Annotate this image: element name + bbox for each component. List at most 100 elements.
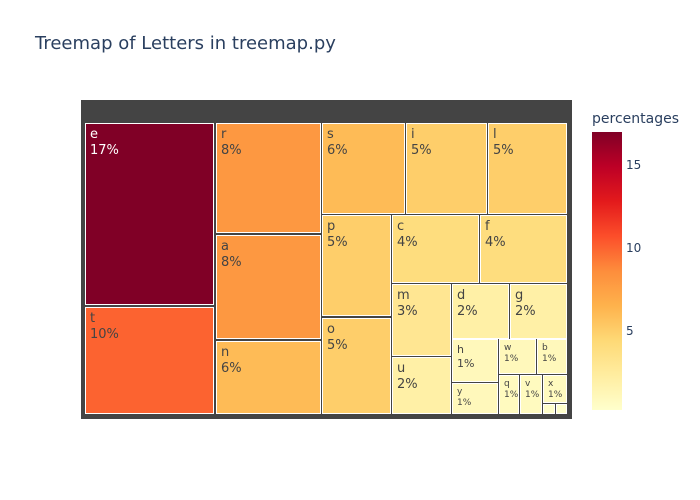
treemap-tile-w[interactable]: w 1% <box>499 339 536 374</box>
tile-letter: f <box>485 219 490 234</box>
tile-label: a 8% <box>221 239 242 272</box>
colorbar-tick-label: 10 <box>626 240 642 255</box>
tile-letter: w <box>504 343 512 353</box>
colorbar-title: percentages <box>592 111 679 127</box>
tile-letter: c <box>397 219 405 234</box>
tile-letter: x <box>548 379 554 389</box>
tile-percent: 1% <box>504 354 519 365</box>
treemap-tile-g[interactable]: g 2% <box>510 284 567 339</box>
tile-letter: h <box>457 343 464 356</box>
treemap-tile-u[interactable]: u 2% <box>392 357 451 414</box>
tile-percent: 6% <box>327 143 348 159</box>
tile-letter: e <box>90 127 98 142</box>
treemap-tile-b[interactable]: b 1% <box>537 339 567 374</box>
tile-letter: o <box>327 322 335 337</box>
tile-letter: r <box>221 127 227 142</box>
treemap-tile-i[interactable]: i 5% <box>406 123 487 214</box>
treemap-tile-e[interactable]: e 17% <box>85 123 214 305</box>
treemap-tile-s[interactable]: s 6% <box>322 123 405 214</box>
tile-label: y 1% <box>457 387 471 410</box>
tile-label: q 1% <box>504 379 518 402</box>
tile-percent: 5% <box>493 143 514 159</box>
tile-label: n 6% <box>221 345 242 378</box>
tile-letter: u <box>397 361 406 376</box>
tile-letter: l <box>493 127 497 142</box>
tile-percent: 1% <box>548 390 563 401</box>
treemap-tile-m[interactable]: m 3% <box>392 284 451 356</box>
tile-percent: 3% <box>397 304 418 320</box>
treemap-tile-f[interactable]: f 4% <box>480 215 567 283</box>
tile-percent: 1% <box>525 390 540 401</box>
tile-letter: g <box>515 288 524 303</box>
treemap-tile-p[interactable]: p 5% <box>322 215 391 316</box>
treemap-tile-d[interactable]: d 2% <box>452 284 509 339</box>
tile-label: w 1% <box>504 343 518 366</box>
tile-percent: 8% <box>221 255 242 271</box>
tile-label: h 1% <box>457 343 474 371</box>
treemap-tile-n[interactable]: n 6% <box>216 341 321 414</box>
tile-percent: 5% <box>327 235 348 251</box>
tile-percent: 2% <box>515 304 536 320</box>
treemap-tile-q[interactable]: q 1% <box>499 375 519 414</box>
tile-percent: 1% <box>457 398 472 409</box>
tile-label: r 8% <box>221 127 242 160</box>
tile-label: v 1% <box>525 379 539 402</box>
colorbar-gradient <box>592 132 622 410</box>
treemap-tile-h[interactable]: h 1% <box>452 339 498 382</box>
treemap-tile-o[interactable]: o 5% <box>322 318 391 414</box>
tile-percent: 5% <box>327 338 348 354</box>
treemap-tile-c[interactable]: c 4% <box>392 215 479 283</box>
tile-label: t 10% <box>90 311 119 344</box>
tile-label: x 1% <box>548 379 562 402</box>
tile-letter: b <box>542 343 548 353</box>
treemap-tile-x[interactable]: x 1% <box>543 375 567 403</box>
tile-letter: i <box>411 127 415 142</box>
treemap-tile-t[interactable]: t 10% <box>85 307 214 414</box>
treemap-tile-y[interactable]: y 1% <box>452 383 498 414</box>
tile-letter: s <box>327 127 334 142</box>
tile-percent: 4% <box>397 235 418 251</box>
tile-letter: n <box>221 345 230 360</box>
tile-label: l 5% <box>493 127 514 160</box>
treemap-tile-unlabeled[interactable] <box>556 404 567 414</box>
treemap-root: e 17% t 10% r 8% a 8% n 6% s 6% i 5% l 5% p 5% o 5% c 4% f 4% m 3… <box>81 100 572 419</box>
tile-label: b 1% <box>542 343 556 366</box>
tile-percent: 1% <box>504 390 519 401</box>
tile-letter: m <box>397 288 410 303</box>
tile-letter: d <box>457 288 466 303</box>
treemap-tile-l[interactable]: l 5% <box>488 123 567 214</box>
tile-percent: 6% <box>221 361 242 377</box>
tile-percent: 1% <box>457 356 475 370</box>
tile-percent: 8% <box>221 143 242 159</box>
tile-label: p 5% <box>327 219 348 252</box>
tile-percent: 2% <box>457 304 478 320</box>
tile-percent: 17% <box>90 143 119 159</box>
tile-label: i 5% <box>411 127 432 160</box>
treemap-tile-r[interactable]: r 8% <box>216 123 321 233</box>
tile-label: o 5% <box>327 322 348 355</box>
tile-label: f 4% <box>485 219 506 252</box>
tile-percent: 2% <box>397 377 418 393</box>
tile-letter: a <box>221 239 229 254</box>
tile-percent: 10% <box>90 327 119 343</box>
tile-label: c 4% <box>397 219 418 252</box>
tile-label: s 6% <box>327 127 348 160</box>
chart-title: Treemap of Letters in treemap.py <box>35 33 336 54</box>
treemap-tile-v[interactable]: v 1% <box>520 375 542 414</box>
tile-letter: v <box>525 379 531 389</box>
tile-label: m 3% <box>397 288 418 321</box>
colorbar-tick-label: 15 <box>626 158 642 173</box>
tile-letter: p <box>327 219 336 234</box>
tile-label: u 2% <box>397 361 418 394</box>
tile-percent: 4% <box>485 235 506 251</box>
tile-letter: q <box>504 379 510 389</box>
tile-label: g 2% <box>515 288 536 321</box>
colorbar-tick-label: 5 <box>626 323 634 338</box>
tile-percent: 1% <box>542 354 557 365</box>
tile-letter: y <box>457 387 463 397</box>
tile-letter: t <box>90 311 96 326</box>
tile-label: e 17% <box>90 127 119 160</box>
tile-label: d 2% <box>457 288 478 321</box>
treemap-tile-a[interactable]: a 8% <box>216 235 321 339</box>
treemap-tile-unlabeled[interactable] <box>543 404 555 414</box>
